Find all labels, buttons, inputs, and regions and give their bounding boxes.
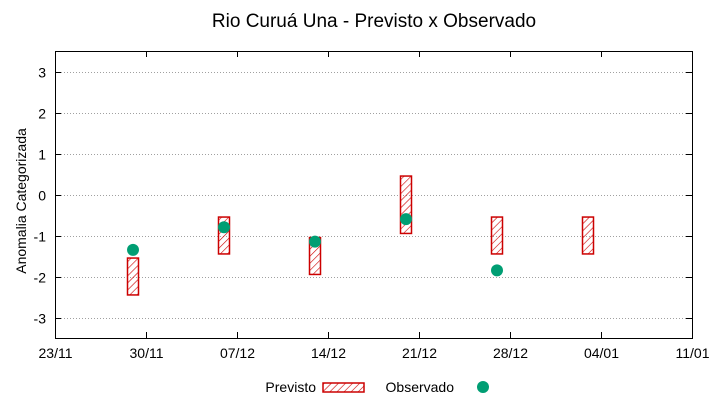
x-tick-label: 14/12 — [311, 345, 346, 361]
y-tick-label: 2 — [38, 106, 46, 122]
x-axis: 23/11 30/11 07/12 14/12 21/12 28/12 04/01 11/01 — [39, 51, 710, 361]
previsto-bar — [581, 216, 595, 255]
y-tick-label: 3 — [38, 65, 46, 81]
previsto-bar — [399, 175, 413, 235]
y-tick-label: 0 — [38, 188, 46, 204]
previsto-bar — [126, 257, 140, 296]
x-tick-label: 28/12 — [493, 345, 528, 361]
observado-series — [127, 213, 503, 277]
legend-swatch-previsto — [322, 382, 365, 393]
y-tick-label: -3 — [34, 311, 47, 327]
observado-point — [218, 221, 230, 234]
previsto-series — [126, 175, 595, 296]
legend-label-previsto: Previsto — [265, 379, 316, 395]
x-tick-label: 11/01 — [676, 345, 710, 361]
y-tick-label: -2 — [34, 270, 47, 286]
legend: Previsto Observado — [265, 379, 489, 395]
observado-point — [491, 264, 503, 277]
x-tick-label: 07/12 — [220, 345, 255, 361]
x-tick-label: 21/12 — [402, 345, 437, 361]
x-tick-label: 04/01 — [584, 345, 619, 361]
observado-point — [400, 213, 412, 226]
y-axis: -3 -2 -1 0 1 2 3 — [34, 65, 692, 327]
legend-label-observado: Observado — [386, 379, 455, 395]
observado-point — [127, 243, 139, 256]
y-tick-label: 1 — [38, 147, 46, 163]
chart-title: Rio Curuá Una - Previsto x Observado — [212, 11, 536, 32]
x-tick-label: 23/11 — [39, 345, 73, 361]
previsto-bar — [217, 216, 231, 255]
observado-point — [309, 235, 321, 248]
legend-marker-observado — [477, 381, 489, 393]
previsto-bar — [490, 216, 504, 255]
grid — [55, 72, 692, 319]
y-tick-label: -1 — [34, 229, 47, 245]
x-tick-label: 30/11 — [130, 345, 164, 361]
y-axis-label: Anomalia Categorizada — [13, 128, 29, 274]
